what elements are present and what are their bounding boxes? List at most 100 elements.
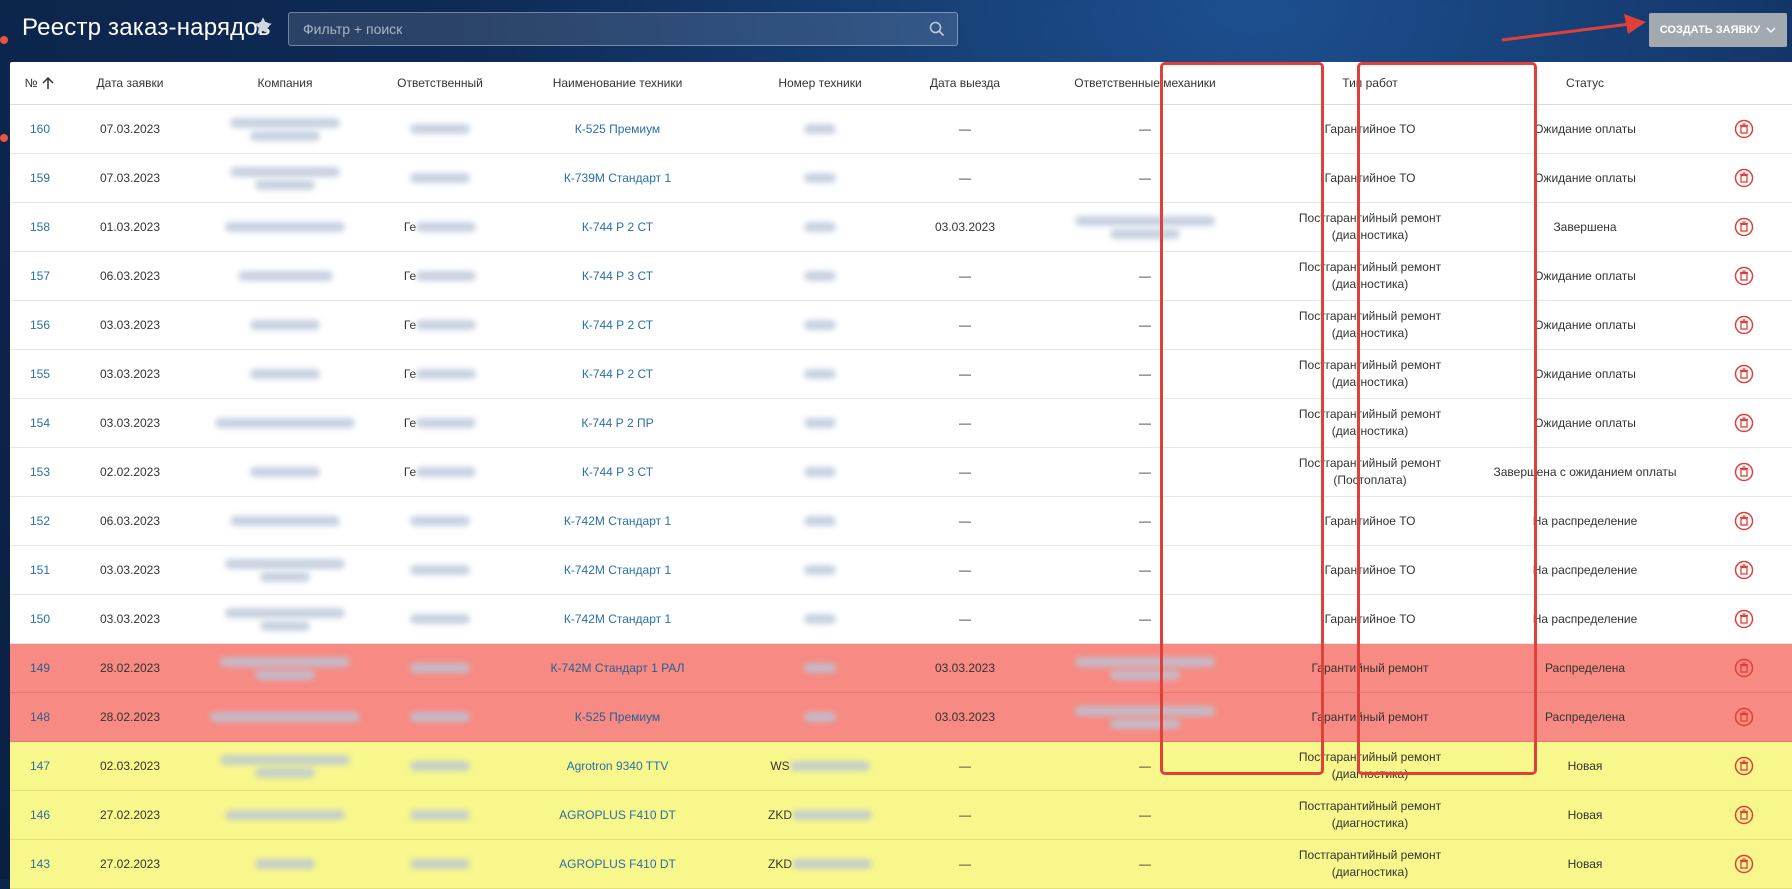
table-row[interactable]: 154 03.03.2023 Ге К-744 Р 2 ПР — — Постгаранти…	[10, 398, 1792, 448]
column-header-departure-date[interactable]: Дата выезда	[905, 62, 1025, 105]
table-row[interactable]: 157 06.03.2023 Ге К-744 Р 3 СТ — — Постгаранти…	[10, 251, 1792, 301]
table-row[interactable]: 143 27.02.2023 AGROPLUS F410 DT ZKD — — Постга…	[10, 839, 1792, 889]
create-request-button[interactable]: СОЗДАТЬ ЗАЯВКУ	[1649, 13, 1787, 47]
equipment-number-cell	[735, 496, 905, 546]
responsible-partial: Ге	[403, 219, 417, 234]
delete-icon[interactable]	[1734, 364, 1754, 384]
equipment-link[interactable]: К-744 Р 2 СТ	[500, 202, 735, 252]
delete-icon[interactable]	[1734, 756, 1754, 776]
order-number-link[interactable]: 154	[10, 398, 70, 448]
column-header-equipment-number[interactable]: Номер техники	[735, 62, 905, 105]
mechanics-cell: —	[1025, 839, 1265, 889]
order-number-link[interactable]: 143	[10, 839, 70, 889]
table-row[interactable]: 148 28.02.2023 К-525 Премиум 03.03.2023 Гара…	[10, 692, 1792, 742]
equipment-link[interactable]: К-525 Премиум	[500, 692, 735, 742]
equipment-link[interactable]: К-742М Стандарт 1 РАЛ	[500, 643, 735, 693]
delete-icon[interactable]	[1734, 462, 1754, 482]
table-row[interactable]: 156 03.03.2023 Ге К-744 Р 2 СТ — — Постгаранти…	[10, 300, 1792, 350]
request-date: 06.03.2023	[70, 496, 190, 546]
order-number-link[interactable]: 153	[10, 447, 70, 497]
table-row[interactable]: 147 02.03.2023 Agrotron 9340 TTV WS — — Постга…	[10, 741, 1792, 791]
table-row[interactable]: 152 06.03.2023 К-742М Стандарт 1 — — Гарантий…	[10, 496, 1792, 546]
order-number-link[interactable]: 149	[10, 643, 70, 693]
delete-icon[interactable]	[1734, 854, 1754, 874]
column-header-work-type[interactable]: Тип работ	[1265, 62, 1475, 105]
table-row[interactable]: 159 07.03.2023 К-739М Стандарт 1 — — Гарантий…	[10, 153, 1792, 203]
order-number-link[interactable]: 147	[10, 741, 70, 791]
mechanics-cell: —	[1025, 398, 1265, 448]
search-icon[interactable]	[929, 21, 945, 37]
order-number-link[interactable]: 150	[10, 594, 70, 644]
equipment-link[interactable]: К-742М Стандарт 1	[500, 545, 735, 595]
delete-icon[interactable]	[1734, 168, 1754, 188]
order-number-link[interactable]: 146	[10, 790, 70, 840]
mechanics-value: —	[1139, 856, 1151, 871]
work-type-detail: (диагностика)	[1331, 816, 1409, 830]
equipment-link[interactable]: К-744 Р 3 СТ	[500, 251, 735, 301]
column-header-responsible[interactable]: Ответственный	[380, 62, 500, 105]
sort-arrow-up-icon[interactable]	[41, 76, 55, 90]
responsible-cell	[380, 153, 500, 203]
equipment-link[interactable]: К-744 Р 2 СТ	[500, 300, 735, 350]
status-cell: Ожидание оплаты	[1475, 251, 1695, 301]
responsible-cell: Ге	[380, 202, 500, 252]
actions-cell	[1695, 251, 1792, 301]
column-header-status[interactable]: Статус	[1475, 62, 1695, 105]
company-cell	[190, 594, 380, 644]
delete-icon[interactable]	[1734, 560, 1754, 580]
order-number-link[interactable]: 155	[10, 349, 70, 399]
table-row[interactable]: 153 02.02.2023 Ге К-744 Р 3 СТ — — Постгаранти…	[10, 447, 1792, 497]
order-number-link[interactable]: 158	[10, 202, 70, 252]
order-number-link[interactable]: 156	[10, 300, 70, 350]
delete-icon[interactable]	[1734, 609, 1754, 629]
status-cell: Ожидание оплаты	[1475, 349, 1695, 399]
equipment-link[interactable]: К-744 Р 2 СТ	[500, 349, 735, 399]
equipment-link[interactable]: К-525 Премиум	[500, 104, 735, 154]
column-header-company[interactable]: Компания	[190, 62, 380, 105]
delete-icon[interactable]	[1734, 707, 1754, 727]
column-header-equipment[interactable]: Наименование техники	[500, 62, 735, 105]
equipment-link[interactable]: К-742М Стандарт 1	[500, 594, 735, 644]
equipment-link[interactable]: AGROPLUS F410 DT	[500, 839, 735, 889]
table-row[interactable]: 151 03.03.2023 К-742М Стандарт 1 — — Гарантий…	[10, 545, 1792, 595]
order-number-link[interactable]: 160	[10, 104, 70, 154]
table-row[interactable]: 149 28.02.2023 К-742М Стандарт 1 РАЛ 03.03.…	[10, 643, 1792, 693]
work-type-cell: Гарантийный ремонт	[1265, 692, 1475, 742]
equipment-link[interactable]: К-742М Стандарт 1	[500, 496, 735, 546]
order-number-link[interactable]: 151	[10, 545, 70, 595]
delete-icon[interactable]	[1734, 658, 1754, 678]
search-input[interactable]	[289, 13, 909, 45]
column-header-date[interactable]: Дата заявки	[70, 62, 190, 105]
table-row[interactable]: 158 01.03.2023 Ге К-744 Р 2 СТ 03.03.2023 Пос…	[10, 202, 1792, 252]
order-number-link[interactable]: 152	[10, 496, 70, 546]
table-row[interactable]: 150 03.03.2023 К-742М Стандарт 1 — — Гарантий…	[10, 594, 1792, 644]
equipment-link[interactable]: К-744 Р 2 ПР	[500, 398, 735, 448]
delete-icon[interactable]	[1734, 805, 1754, 825]
delete-icon[interactable]	[1734, 315, 1754, 335]
column-header-mechanics[interactable]: Ответственные механики	[1025, 62, 1265, 105]
table-row[interactable]: 146 27.02.2023 AGROPLUS F410 DT ZKD — — Постга…	[10, 790, 1792, 840]
delete-icon[interactable]	[1734, 266, 1754, 286]
page-title: Реестр заказ-нарядов	[22, 14, 271, 41]
order-number-link[interactable]: 159	[10, 153, 70, 203]
responsible-cell	[380, 741, 500, 791]
column-header-number[interactable]: №	[10, 62, 70, 105]
delete-icon[interactable]	[1734, 511, 1754, 531]
equipment-number-cell	[735, 104, 905, 154]
equipment-link[interactable]: Agrotron 9340 TTV	[500, 741, 735, 791]
table-row[interactable]: 160 07.03.2023 К-525 Премиум — — Гарантийное …	[10, 104, 1792, 154]
equipment-link[interactable]: К-739М Стандарт 1	[500, 153, 735, 203]
order-number-link[interactable]: 148	[10, 692, 70, 742]
work-type-cell: Постгарантийный ремонт (диагностика)	[1265, 398, 1475, 448]
annotation-arrow-icon	[1501, 14, 1646, 42]
mechanics-cell: —	[1025, 496, 1265, 546]
delete-icon[interactable]	[1734, 119, 1754, 139]
departure-date: —	[905, 545, 1025, 595]
delete-icon[interactable]	[1734, 217, 1754, 237]
order-number-link[interactable]: 157	[10, 251, 70, 301]
equipment-link[interactable]: К-744 Р 3 СТ	[500, 447, 735, 497]
equipment-link[interactable]: AGROPLUS F410 DT	[500, 790, 735, 840]
delete-icon[interactable]	[1734, 413, 1754, 433]
table-row[interactable]: 155 03.03.2023 Ге К-744 Р 2 СТ — — Постгаранти…	[10, 349, 1792, 399]
star-icon[interactable]	[252, 14, 274, 38]
